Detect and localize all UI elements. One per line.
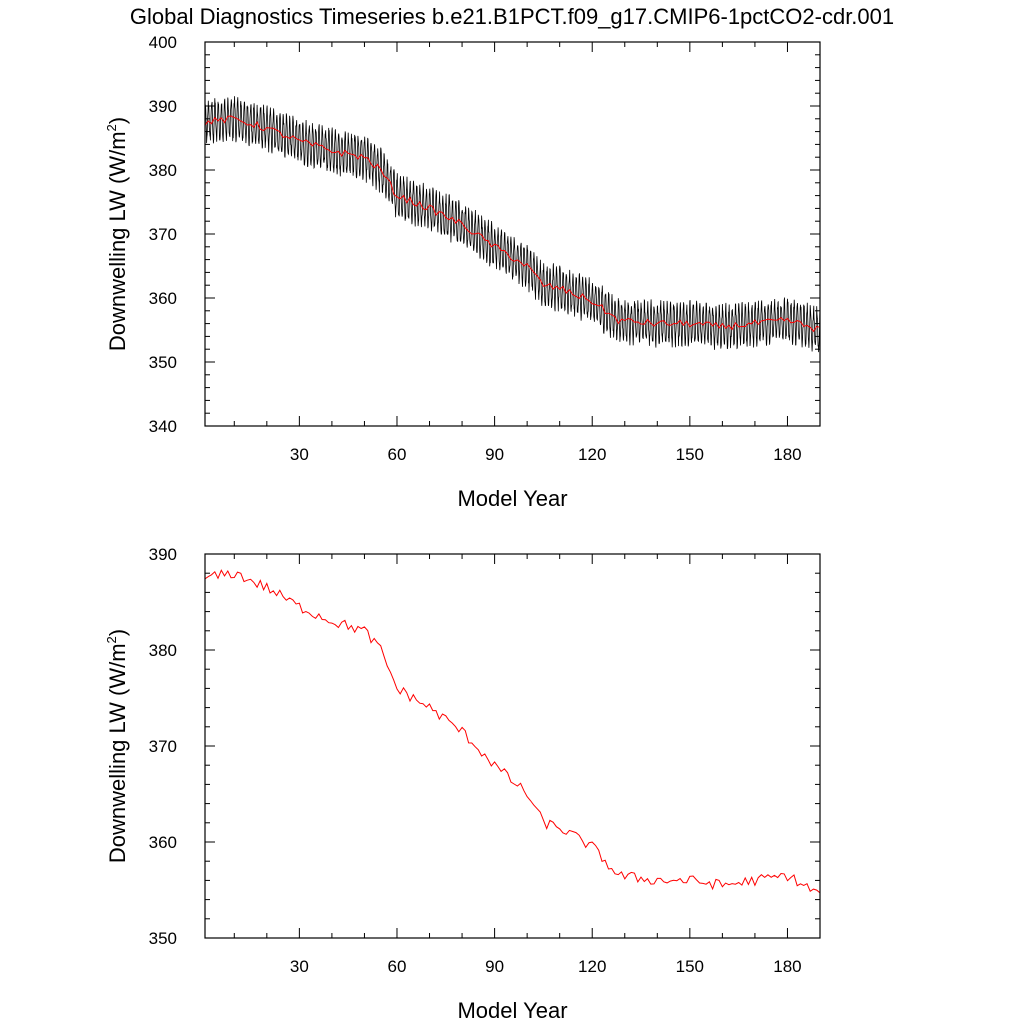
bottom-y-tick-label: 370 <box>149 737 177 756</box>
top-x-tick-label: 60 <box>388 445 407 464</box>
bottom-series-annual-line <box>204 569 821 894</box>
top-y-tick-label: 350 <box>149 353 177 372</box>
bottom-x-tick-label: 30 <box>290 957 309 976</box>
bottom-x-tick-label: 120 <box>578 957 606 976</box>
top-series-annual-line <box>204 115 821 333</box>
bottom-x-tick-label: 180 <box>773 957 801 976</box>
top-series-monthly-line <box>204 96 821 353</box>
bottom-x-tick-label: 60 <box>388 957 407 976</box>
bottom-y-axis-label: Downwelling LW (W/m2) <box>104 629 130 863</box>
top-x-axis-label: Model Year <box>457 486 567 511</box>
bottom-y-tick-label: 390 <box>149 545 177 564</box>
top-y-tick-label: 370 <box>149 225 177 244</box>
top-plot-area <box>204 96 821 353</box>
top-y-tick-label: 400 <box>149 33 177 52</box>
top-axis-ticks: 30 60 90 120 150 180 340 350 360 370 380 390 400 <box>149 33 821 464</box>
top-y-tick-label: 340 <box>149 417 177 436</box>
top-y-tick-label: 380 <box>149 161 177 180</box>
top-x-tick-label: 120 <box>578 445 606 464</box>
top-x-tick-label: 90 <box>485 445 504 464</box>
bottom-x-tick-label: 90 <box>485 957 504 976</box>
bottom-y-tick-label: 350 <box>149 929 177 948</box>
top-x-tick-label: 150 <box>676 445 704 464</box>
top-plot-frame <box>204 41 821 427</box>
top-panel: 30 60 90 120 150 180 340 350 360 370 380 390 400 Mod… <box>104 33 821 511</box>
bottom-x-tick-label: 150 <box>676 957 704 976</box>
top-x-tick-label: 30 <box>290 445 309 464</box>
bottom-y-tick-label: 380 <box>149 641 177 660</box>
bottom-plot-area <box>204 569 821 894</box>
bottom-axis-ticks: 30 60 90 120 150 180 350 360 370 380 390 <box>149 545 821 976</box>
chart-title: Global Diagnostics Timeseries b.e21.B1PC… <box>130 4 894 29</box>
top-x-tick-label: 180 <box>773 445 801 464</box>
top-y-tick-label: 360 <box>149 289 177 308</box>
bottom-plot-frame <box>204 553 821 939</box>
bottom-y-tick-label: 360 <box>149 833 177 852</box>
bottom-panel: 30 60 90 120 150 180 350 360 370 380 390 Model Yea… <box>104 545 821 1023</box>
bottom-x-axis-label: Model Year <box>457 998 567 1023</box>
top-y-axis-label: Downwelling LW (W/m2) <box>104 117 130 351</box>
top-y-tick-label: 390 <box>149 97 177 116</box>
